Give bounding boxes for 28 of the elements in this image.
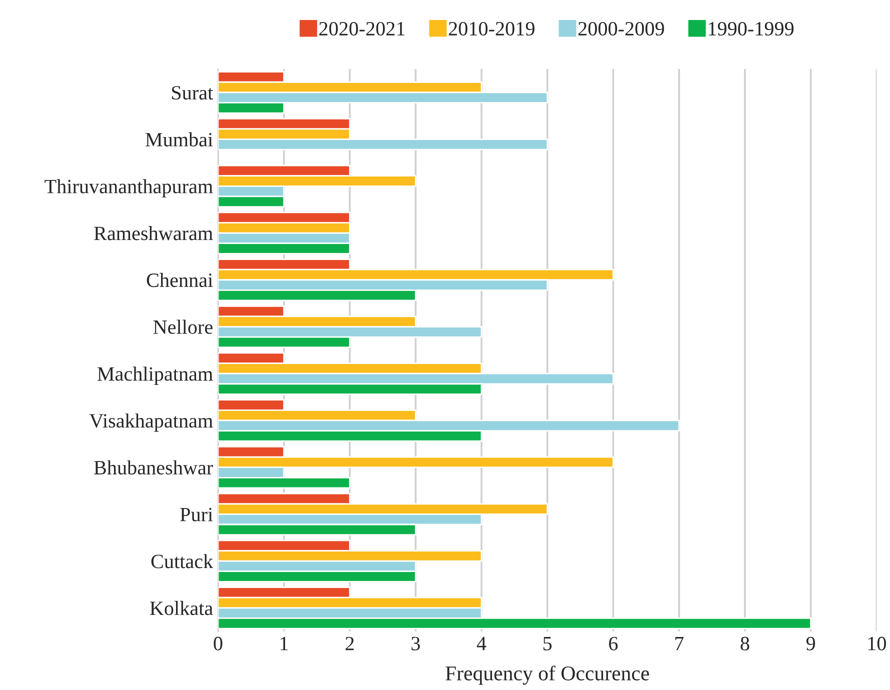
x-tick-label: 10	[868, 636, 886, 650]
y-tick-label: Visakhapatnam	[89, 413, 213, 432]
x-tick-label: 3	[412, 636, 420, 650]
y-tick-label: Nellore	[153, 320, 212, 334]
x-tick-label: 2	[346, 636, 354, 650]
legend-label: 2000-2009	[578, 22, 664, 36]
y-tick-label: Cuttack	[151, 554, 214, 568]
x-tick-label: 4	[476, 636, 486, 650]
x-tick-label: 6	[609, 636, 618, 650]
legend-label: 2010-2019	[448, 22, 534, 36]
y-tick-label: Thiruvananthapuram	[44, 179, 213, 198]
y-tick-label: Puri	[180, 508, 213, 522]
y-tick-label: Chennai	[146, 272, 213, 288]
x-tick-label: 5	[543, 637, 552, 650]
y-tick-label: Rameshwaram	[94, 226, 213, 240]
legend-label: 1990-1999	[708, 22, 794, 36]
y-tick-label: Machlipatnam	[97, 366, 213, 385]
x-tick-label: 7	[675, 637, 684, 650]
x-tick-label: 8	[740, 636, 750, 650]
x-tick-label: 9	[806, 636, 815, 650]
x-tick-label: 0	[214, 636, 222, 650]
y-tick-label: Surat	[172, 86, 214, 100]
x-axis-title: Frequency of Occurence	[446, 666, 649, 685]
legend-label: 2020-2021	[319, 22, 405, 36]
x-tick-label: 1	[280, 636, 288, 650]
y-tick-label: Bhubaneshwar	[94, 460, 214, 475]
y-tick-label: Mumbai	[146, 132, 213, 146]
y-tick-label: Kolkata	[150, 600, 213, 616]
